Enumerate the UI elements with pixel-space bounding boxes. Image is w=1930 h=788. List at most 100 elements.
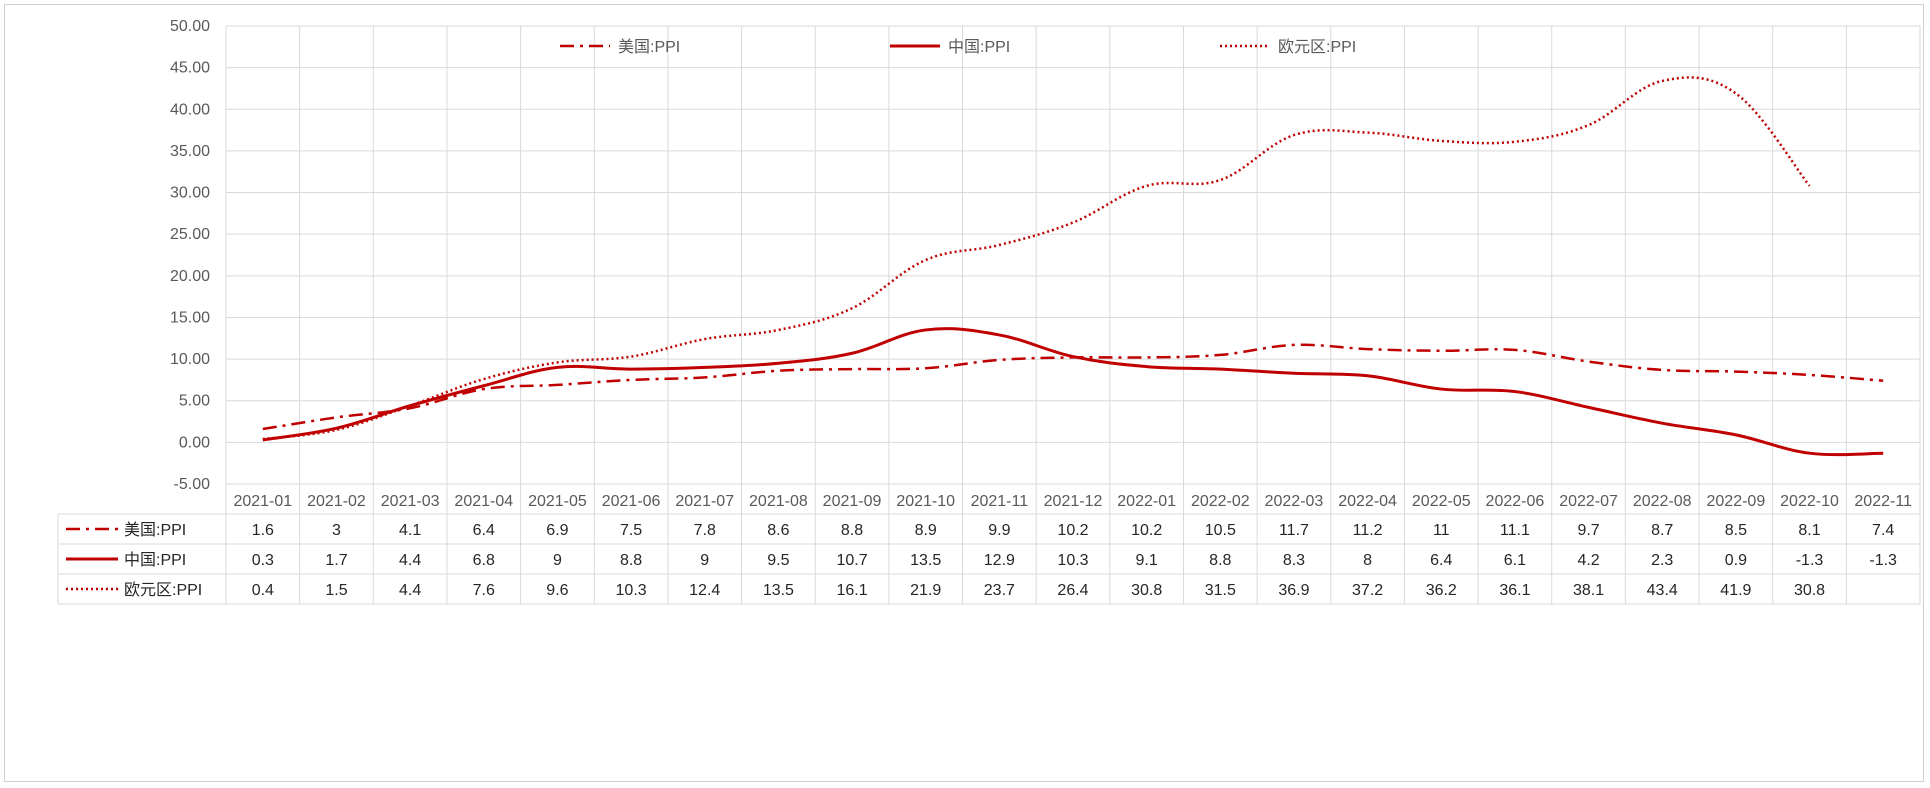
table-cell: -1.3 <box>1869 552 1897 569</box>
table-cell: 41.9 <box>1720 582 1751 599</box>
table-cell: 11.7 <box>1279 522 1309 539</box>
table-cell: 7.8 <box>694 522 716 539</box>
table-cell: 6.9 <box>546 522 568 539</box>
table-cell: 36.9 <box>1278 582 1309 599</box>
table-cell: 6.4 <box>473 522 495 539</box>
table-cell: 8 <box>1363 552 1372 569</box>
table-cell: 6.4 <box>1430 552 1452 569</box>
table-cell: 1.5 <box>325 582 347 599</box>
x-tick-label: 2022-01 <box>1117 493 1176 510</box>
table-cell: 31.5 <box>1205 582 1236 599</box>
table-cell: 23.7 <box>984 582 1015 599</box>
table-cell: 8.8 <box>841 522 863 539</box>
table-cell: 3 <box>332 522 341 539</box>
table-cell: 4.1 <box>399 522 421 539</box>
table-cell: 10.3 <box>616 582 647 599</box>
table-cell: 36.1 <box>1499 582 1530 599</box>
table-cell: 0.3 <box>252 552 274 569</box>
y-tick-label: 10.00 <box>170 351 210 368</box>
table-cell: 0.9 <box>1725 552 1747 569</box>
table-cell: 9.6 <box>546 582 568 599</box>
x-tick-label: 2021-12 <box>1044 493 1103 510</box>
table-cell: 16.1 <box>836 582 867 599</box>
table-cell: 7.5 <box>620 522 642 539</box>
table-cell: 10.2 <box>1131 522 1162 539</box>
table-cell: 26.4 <box>1057 582 1088 599</box>
table-row-label: 中国:PPI <box>124 551 186 569</box>
table-cell: 38.1 <box>1573 582 1604 599</box>
table-cell: 4.4 <box>399 552 421 569</box>
x-tick-label: 2021-01 <box>233 493 292 510</box>
table-cell: 12.9 <box>984 552 1015 569</box>
table-cell: 36.2 <box>1426 582 1457 599</box>
x-tick-label: 2022-08 <box>1633 493 1692 510</box>
table-row-label: 美国:PPI <box>124 521 186 539</box>
x-tick-label: 2022-06 <box>1486 493 1545 510</box>
table-row-label: 欧元区:PPI <box>124 581 202 599</box>
table-cell: 9 <box>553 552 562 569</box>
x-tick-label: 2021-06 <box>602 493 661 510</box>
y-tick-label: 15.00 <box>170 309 210 326</box>
x-tick-label: 2022-07 <box>1559 493 1618 510</box>
table-cell: 7.6 <box>473 582 495 599</box>
x-tick-label: 2021-11 <box>971 493 1029 510</box>
table-cell: 10.7 <box>836 552 867 569</box>
table-cell: 8.7 <box>1651 522 1673 539</box>
x-tick-label: 2021-03 <box>381 493 440 510</box>
table-cell: 0.4 <box>252 582 274 599</box>
x-tick-label: 2022-02 <box>1191 493 1250 510</box>
x-tick-label: 2021-09 <box>823 493 882 510</box>
table-cell: 8.8 <box>620 552 642 569</box>
legend-entry-label: 中国:PPI <box>948 38 1010 56</box>
x-tick-label: 2021-07 <box>675 493 734 510</box>
table-cell: 8.9 <box>915 522 937 539</box>
table-cell: 13.5 <box>763 582 794 599</box>
table-cell: 9.9 <box>988 522 1010 539</box>
table-cell: 13.5 <box>910 552 941 569</box>
table-cell: 37.2 <box>1352 582 1383 599</box>
table-cell: -1.3 <box>1796 552 1824 569</box>
table-cell: 11.2 <box>1353 522 1383 539</box>
table-cell: 8.1 <box>1798 522 1820 539</box>
table-cell: 9 <box>700 552 709 569</box>
table-cell: 9.1 <box>1136 552 1158 569</box>
x-tick-label: 2021-08 <box>749 493 808 510</box>
table-cell: 43.4 <box>1647 582 1678 599</box>
table-cell: 9.7 <box>1577 522 1599 539</box>
x-tick-label: 2022-11 <box>1854 493 1912 510</box>
y-tick-label: 0.00 <box>179 434 210 451</box>
x-tick-label: 2021-10 <box>896 493 955 510</box>
table-cell: 8.6 <box>767 522 789 539</box>
y-tick-label: 45.00 <box>170 60 210 77</box>
table-cell: 21.9 <box>910 582 941 599</box>
y-tick-label: 20.00 <box>170 268 210 285</box>
table-cell: 8.3 <box>1283 552 1305 569</box>
table-cell: 10.2 <box>1057 522 1088 539</box>
table-cell: 1.7 <box>325 552 347 569</box>
y-tick-label: 30.00 <box>170 185 210 202</box>
x-tick-label: 2021-02 <box>307 493 366 510</box>
x-tick-label: 2022-10 <box>1780 493 1839 510</box>
table-cell: 7.4 <box>1872 522 1894 539</box>
x-tick-label: 2021-05 <box>528 493 587 510</box>
series-line-china-ppi <box>262 327 1884 457</box>
y-tick-label: 25.00 <box>170 226 210 243</box>
table-cell: 8.8 <box>1209 552 1231 569</box>
legend-entry-label: 美国:PPI <box>618 38 680 56</box>
table-cell: 6.8 <box>473 552 495 569</box>
y-tick-label: 35.00 <box>170 143 210 160</box>
table-cell: 1.6 <box>252 522 274 539</box>
x-tick-label: 2022-03 <box>1265 493 1324 510</box>
x-tick-label: 2022-04 <box>1338 493 1397 510</box>
series-line-eurozone-ppi <box>262 76 1811 441</box>
legend-entry-label: 欧元区:PPI <box>1278 38 1356 56</box>
x-tick-label: 2022-05 <box>1412 493 1471 510</box>
y-tick-label: 5.00 <box>179 393 210 410</box>
chart-frame <box>4 4 1924 782</box>
x-tick-label: 2021-04 <box>454 493 513 510</box>
table-cell: 12.4 <box>689 582 720 599</box>
y-tick-label: -5.00 <box>174 476 211 493</box>
table-cell: 30.8 <box>1794 582 1825 599</box>
table-cell: 30.8 <box>1131 582 1162 599</box>
